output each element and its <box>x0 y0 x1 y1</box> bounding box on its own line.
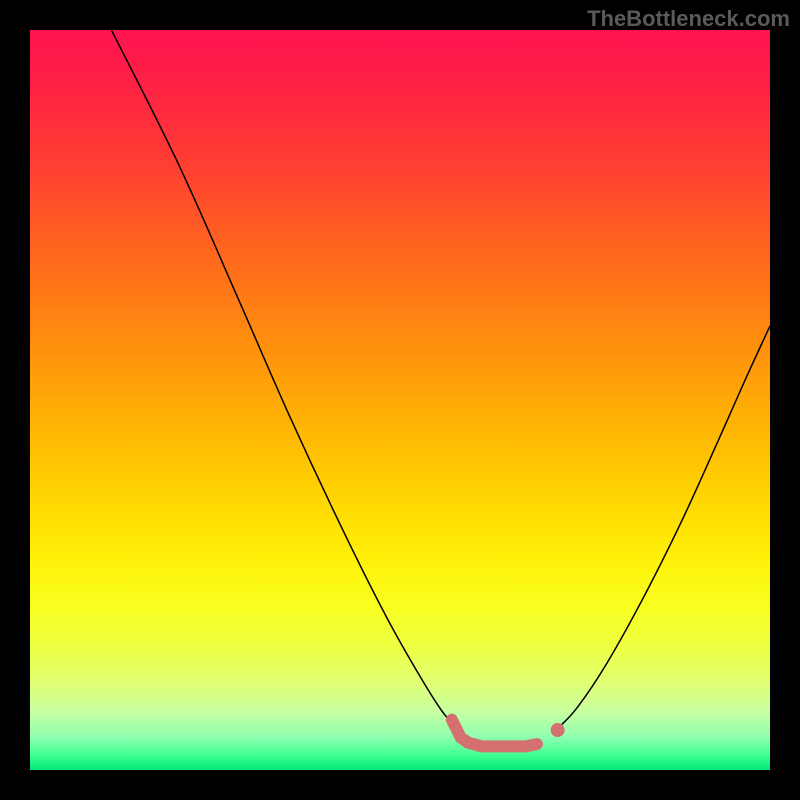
bottleneck-curve <box>30 30 770 770</box>
plot-area <box>30 30 770 770</box>
bottom-marker <box>452 720 565 747</box>
chart-container: TheBottleneck.com <box>0 0 800 800</box>
watermark-text: TheBottleneck.com <box>587 6 790 32</box>
curve-left-branch <box>111 30 455 727</box>
curve-right-branch <box>559 326 770 727</box>
